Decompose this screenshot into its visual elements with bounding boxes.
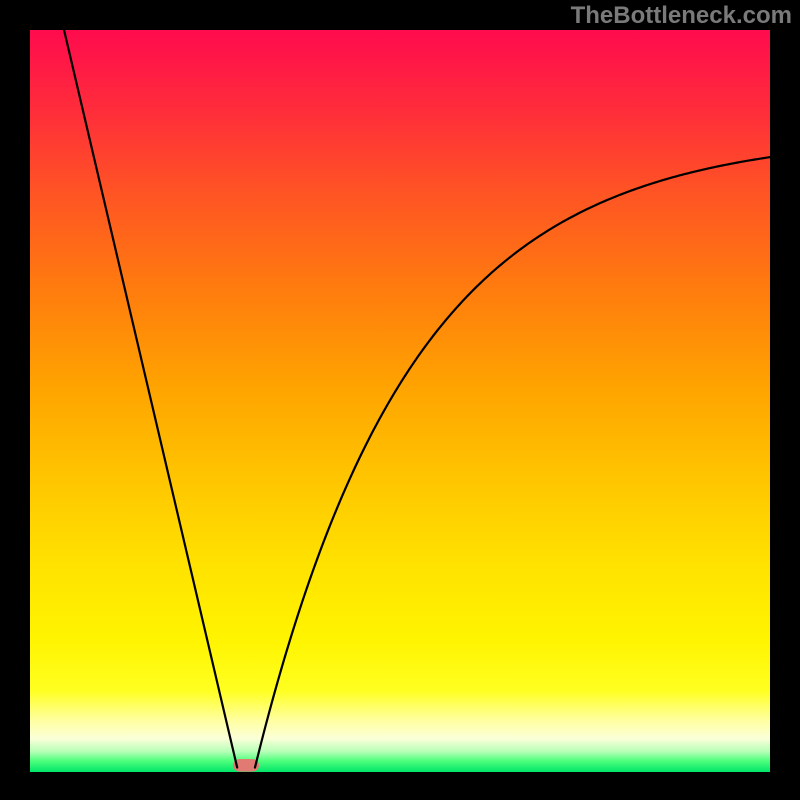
gradient-background (30, 30, 770, 772)
plot-area (30, 30, 770, 772)
chart-container: TheBottleneck.com (0, 0, 800, 800)
chart-svg (30, 30, 770, 772)
watermark-text: TheBottleneck.com (571, 2, 792, 30)
